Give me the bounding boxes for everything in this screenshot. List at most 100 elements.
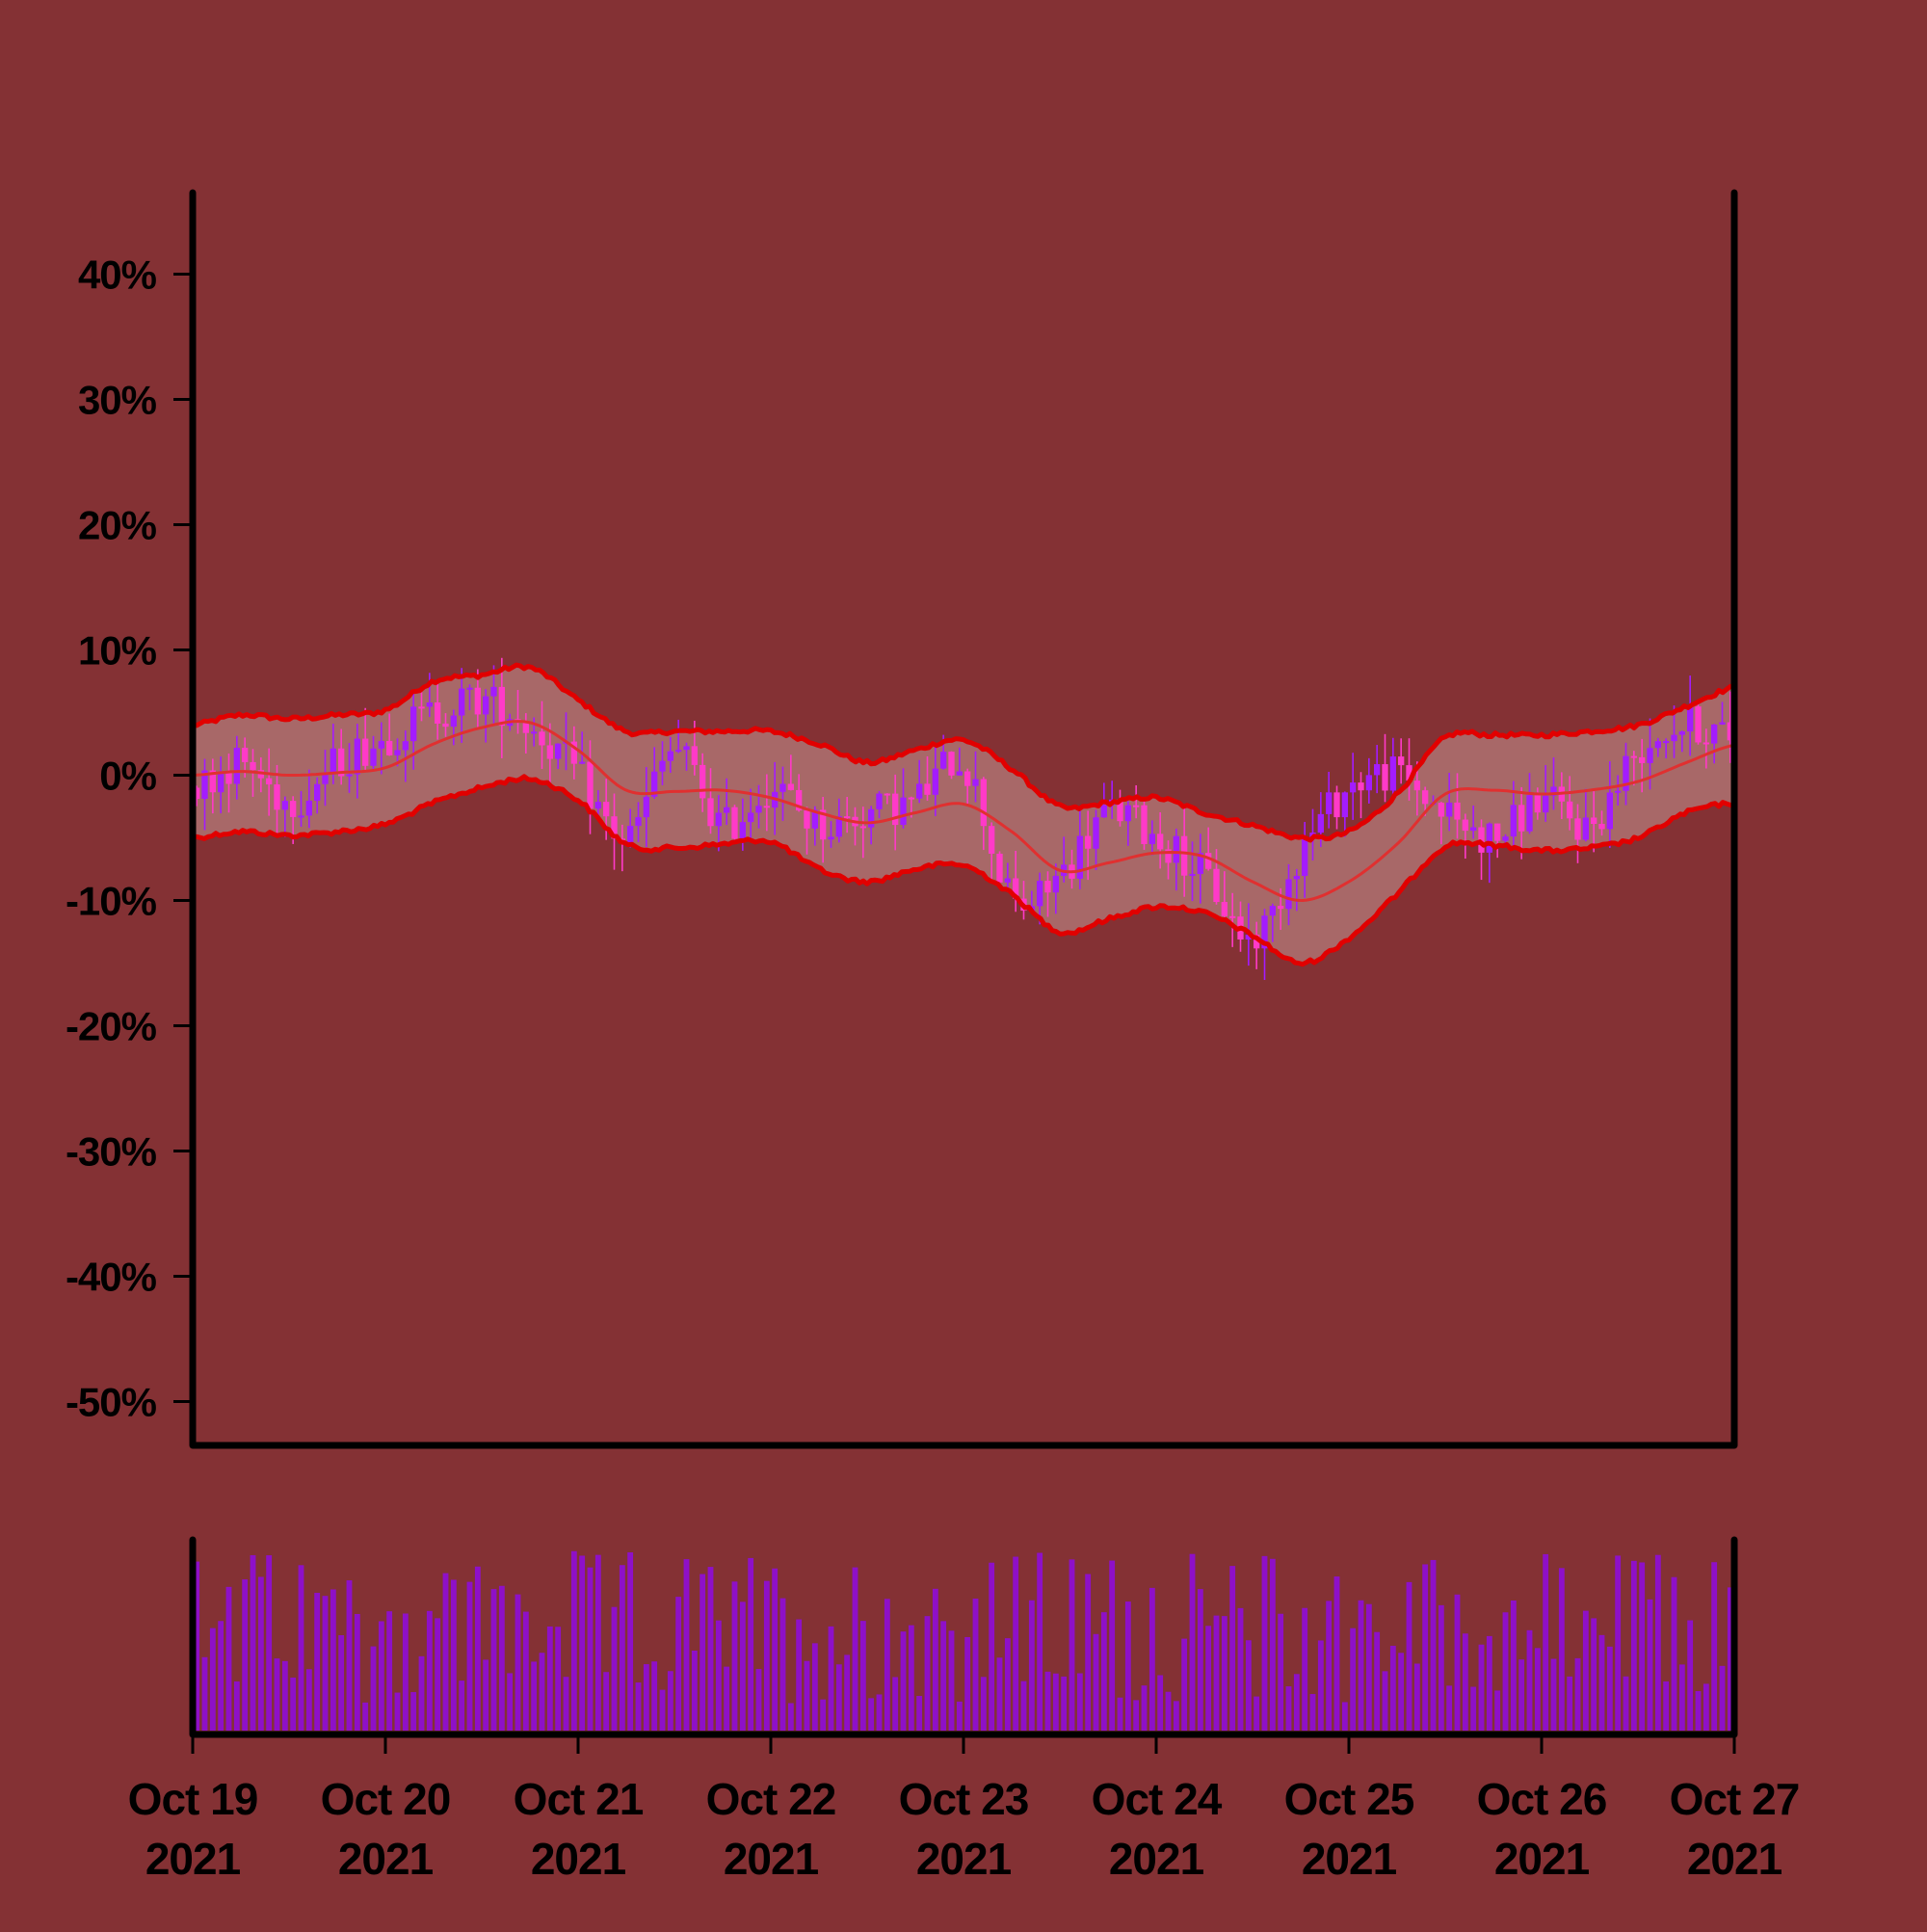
volume-bar [715, 1620, 722, 1731]
volume-bar [1037, 1552, 1043, 1731]
volume-bar [1470, 1686, 1477, 1731]
y-tick-label: -30% [66, 1129, 157, 1175]
volume-bar [490, 1589, 497, 1731]
candle-body [1205, 853, 1212, 869]
bollinger-band-layer [193, 665, 1734, 965]
volume-bar [1687, 1620, 1694, 1731]
candle-body [579, 761, 586, 764]
candle-body [1317, 813, 1324, 834]
volume-bar [1382, 1671, 1388, 1731]
candle-body [611, 816, 618, 839]
candle-body [844, 816, 851, 819]
volume-bar [1430, 1559, 1437, 1731]
volume-bar [386, 1611, 393, 1731]
candle-body [570, 741, 577, 764]
candle-body [724, 807, 730, 813]
volume-bar [1044, 1671, 1051, 1731]
volume-bar [459, 1681, 465, 1731]
volume-bar [1117, 1697, 1123, 1731]
candle-body [811, 809, 818, 829]
main-plot-frame [189, 189, 1738, 1449]
volume-bar [1229, 1566, 1236, 1731]
candle-body [1141, 805, 1148, 844]
volume-bar [1213, 1615, 1220, 1731]
volume-bar [731, 1581, 738, 1731]
volume-bar [1261, 1555, 1268, 1731]
candle-body [1486, 823, 1492, 853]
candle-body [980, 779, 987, 827]
volume-bar [748, 1557, 754, 1731]
volume-bar [1269, 1558, 1276, 1731]
volume-bar [515, 1594, 521, 1731]
volume-bar [1486, 1635, 1492, 1731]
volume-bar [1326, 1601, 1333, 1731]
candle-body [314, 783, 321, 802]
volume-bar [1124, 1601, 1131, 1731]
candle-body [1124, 805, 1131, 822]
bollinger-band-fill [193, 665, 1734, 965]
candle-body [1278, 906, 1284, 910]
volume-bar [1438, 1604, 1444, 1731]
candle-body [1454, 802, 1461, 820]
volume-bar [1567, 1676, 1573, 1731]
candle-body [459, 688, 465, 716]
candle-body [1502, 836, 1509, 841]
volume-bar [707, 1567, 714, 1731]
volume-bar [1133, 1700, 1140, 1731]
y-tick-label: -20% [66, 1004, 157, 1049]
volume-bar [1478, 1644, 1485, 1731]
volume-bar [627, 1552, 634, 1731]
volume-bar [290, 1677, 297, 1731]
volume-bar [1398, 1653, 1405, 1731]
volume-bar [996, 1657, 1003, 1731]
candle-body [1703, 742, 1709, 745]
volume-bar [507, 1673, 514, 1731]
candle-body [731, 807, 738, 839]
candle-body [362, 738, 369, 766]
volume-bar [242, 1579, 249, 1731]
candle-body [1494, 823, 1501, 841]
candle-body [1117, 799, 1123, 822]
volume-bar [218, 1621, 224, 1731]
candle-body [1727, 722, 1733, 741]
candle-body [1462, 819, 1468, 832]
volume-bar [868, 1698, 875, 1731]
volume-bar [370, 1646, 377, 1731]
volume-bar [835, 1664, 842, 1731]
volume-bar [1173, 1701, 1179, 1731]
volume-bar [611, 1606, 618, 1731]
volume-bar [667, 1671, 673, 1731]
candle-body [1358, 782, 1364, 791]
candle-body [418, 706, 425, 709]
volume-bar [555, 1627, 562, 1731]
volume-bar [1582, 1610, 1589, 1731]
volume-bar [1695, 1691, 1702, 1731]
volume-bar [1365, 1603, 1372, 1731]
volume-bars-layer [194, 1550, 1733, 1731]
candle-body [1013, 878, 1019, 899]
candle-body [748, 812, 754, 823]
volume-bar [1663, 1681, 1670, 1731]
volume-bar [1093, 1633, 1099, 1731]
volume-bar [916, 1696, 923, 1731]
x-tick-label-year: 2021 [531, 1834, 626, 1884]
volume-bar [1591, 1618, 1597, 1731]
volume-bar [498, 1585, 505, 1731]
candle-body [1189, 873, 1196, 876]
candle-body [1341, 792, 1348, 818]
candle-body [322, 774, 329, 784]
volume-bar [659, 1689, 666, 1731]
candle-body [1157, 834, 1164, 850]
candle-body [1148, 834, 1155, 844]
candle-body [868, 808, 875, 828]
volume-bar [1069, 1559, 1075, 1731]
candle-body [539, 731, 545, 746]
candle-body [1574, 818, 1581, 840]
candle-body [1615, 790, 1622, 793]
candle-body [1085, 835, 1092, 849]
candle-body [739, 822, 746, 839]
candle-body [1510, 805, 1517, 837]
volume-bar [435, 1618, 441, 1731]
candle-body [281, 801, 288, 810]
volume-bar [209, 1628, 216, 1731]
